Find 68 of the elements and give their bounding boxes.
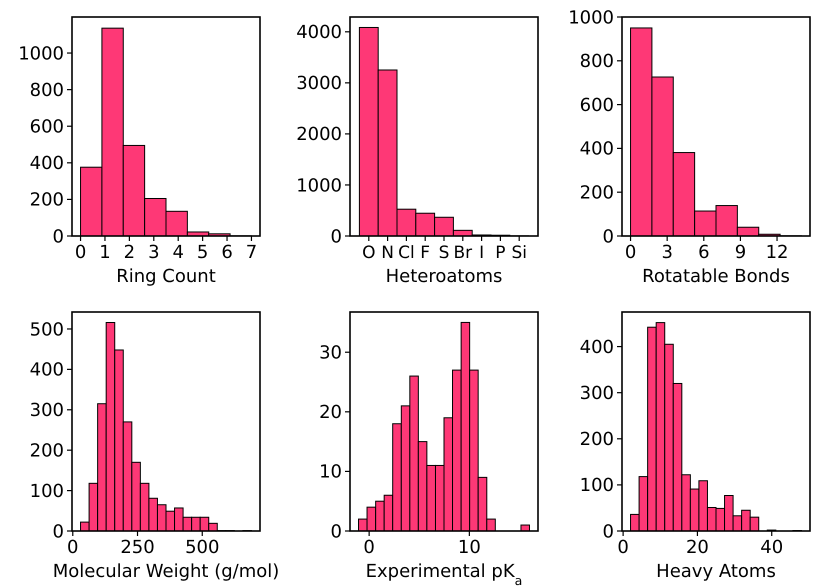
- y-tick-label: 800: [580, 51, 614, 72]
- x-tick-label: 6: [698, 242, 710, 263]
- y-tick-label: 10: [319, 462, 342, 483]
- y-tick-label: 100: [30, 480, 64, 502]
- x-tick-label: 500: [185, 537, 220, 558]
- x-axis-title: Ring Count: [116, 266, 216, 287]
- x-tick-label: I: [479, 243, 484, 263]
- y-tick-label: 0: [52, 521, 64, 542]
- y-tick-label: 2000: [296, 124, 342, 146]
- x-tick-label: 0: [363, 537, 375, 558]
- y-tick-label: 400: [30, 153, 64, 174]
- y-tick-label: 0: [52, 226, 64, 248]
- y-tick-label: 300: [580, 382, 614, 404]
- y-tick-label: 1000: [568, 7, 614, 28]
- y-tick-label: 100: [580, 475, 614, 496]
- y-tick-label: 200: [30, 190, 64, 211]
- y-tick-label: 30: [319, 342, 342, 364]
- y-tick-label: 600: [580, 94, 614, 116]
- y-tick-label: 500: [30, 319, 64, 340]
- x-axis-title: Rotatable Bonds: [642, 266, 790, 287]
- x-tick-label: 10: [458, 537, 481, 558]
- x-tick-label: 40: [760, 537, 784, 558]
- x-tick-label: O: [362, 243, 376, 263]
- y-tick-label: 800: [30, 80, 64, 101]
- y-tick-label: 200: [580, 182, 614, 204]
- y-tick-label: 200: [30, 440, 64, 462]
- x-tick-label: P: [495, 243, 506, 263]
- x-tick-label: Cl: [398, 243, 415, 263]
- x-axis-title: Heavy Atoms: [656, 561, 776, 582]
- x-axis-title: Experimental pK$_{a}$: [366, 561, 522, 586]
- x-tick-label: 4: [172, 242, 184, 263]
- y-tick-label: 0: [602, 226, 614, 248]
- x-tick-label: 0: [624, 242, 636, 263]
- y-tick-label: 0: [602, 521, 614, 542]
- x-tick-label: Si: [511, 243, 527, 263]
- x-tick-label: F: [420, 243, 430, 263]
- x-tick-label: 0: [67, 537, 79, 558]
- x-tick-label: Br: [453, 243, 472, 263]
- x-tick-label: 0: [74, 242, 86, 263]
- y-tick-label: 400: [30, 360, 64, 381]
- y-tick-label: 200: [580, 429, 614, 450]
- y-tick-label: 0: [330, 226, 342, 248]
- x-tick-label: 1: [99, 242, 111, 263]
- x-tick-label: 12: [766, 242, 788, 263]
- x-tick-label: 20: [686, 537, 709, 558]
- x-tick-label: N: [381, 243, 394, 263]
- y-tick-label: 400: [580, 138, 614, 160]
- y-tick-label: 0: [330, 521, 342, 542]
- x-axis-title: Molecular Weight (g/mol): [52, 561, 280, 582]
- y-tick-label: 20: [319, 402, 342, 424]
- x-tick-label: 7: [246, 242, 258, 263]
- y-tick-label: 1000: [18, 43, 64, 64]
- x-tick-label: 250: [120, 537, 155, 558]
- y-tick-label: 4000: [296, 22, 342, 44]
- x-tick-label: 9: [734, 242, 746, 263]
- x-tick-label: 3: [148, 242, 160, 263]
- x-tick-label: 0: [617, 537, 629, 558]
- y-tick-label: 400: [580, 336, 614, 358]
- x-tick-label: 2: [124, 242, 136, 263]
- x-tick-label: 6: [221, 242, 233, 263]
- y-tick-label: 1000: [296, 175, 342, 196]
- y-tick-label: 600: [30, 116, 64, 138]
- x-tick-label: S: [438, 243, 450, 263]
- x-tick-label: 3: [661, 242, 673, 263]
- y-tick-label: 300: [30, 400, 64, 422]
- y-tick-label: 3000: [296, 73, 342, 94]
- x-axis-title: Heteroatoms: [386, 266, 502, 287]
- x-tick-label: 5: [196, 242, 208, 263]
